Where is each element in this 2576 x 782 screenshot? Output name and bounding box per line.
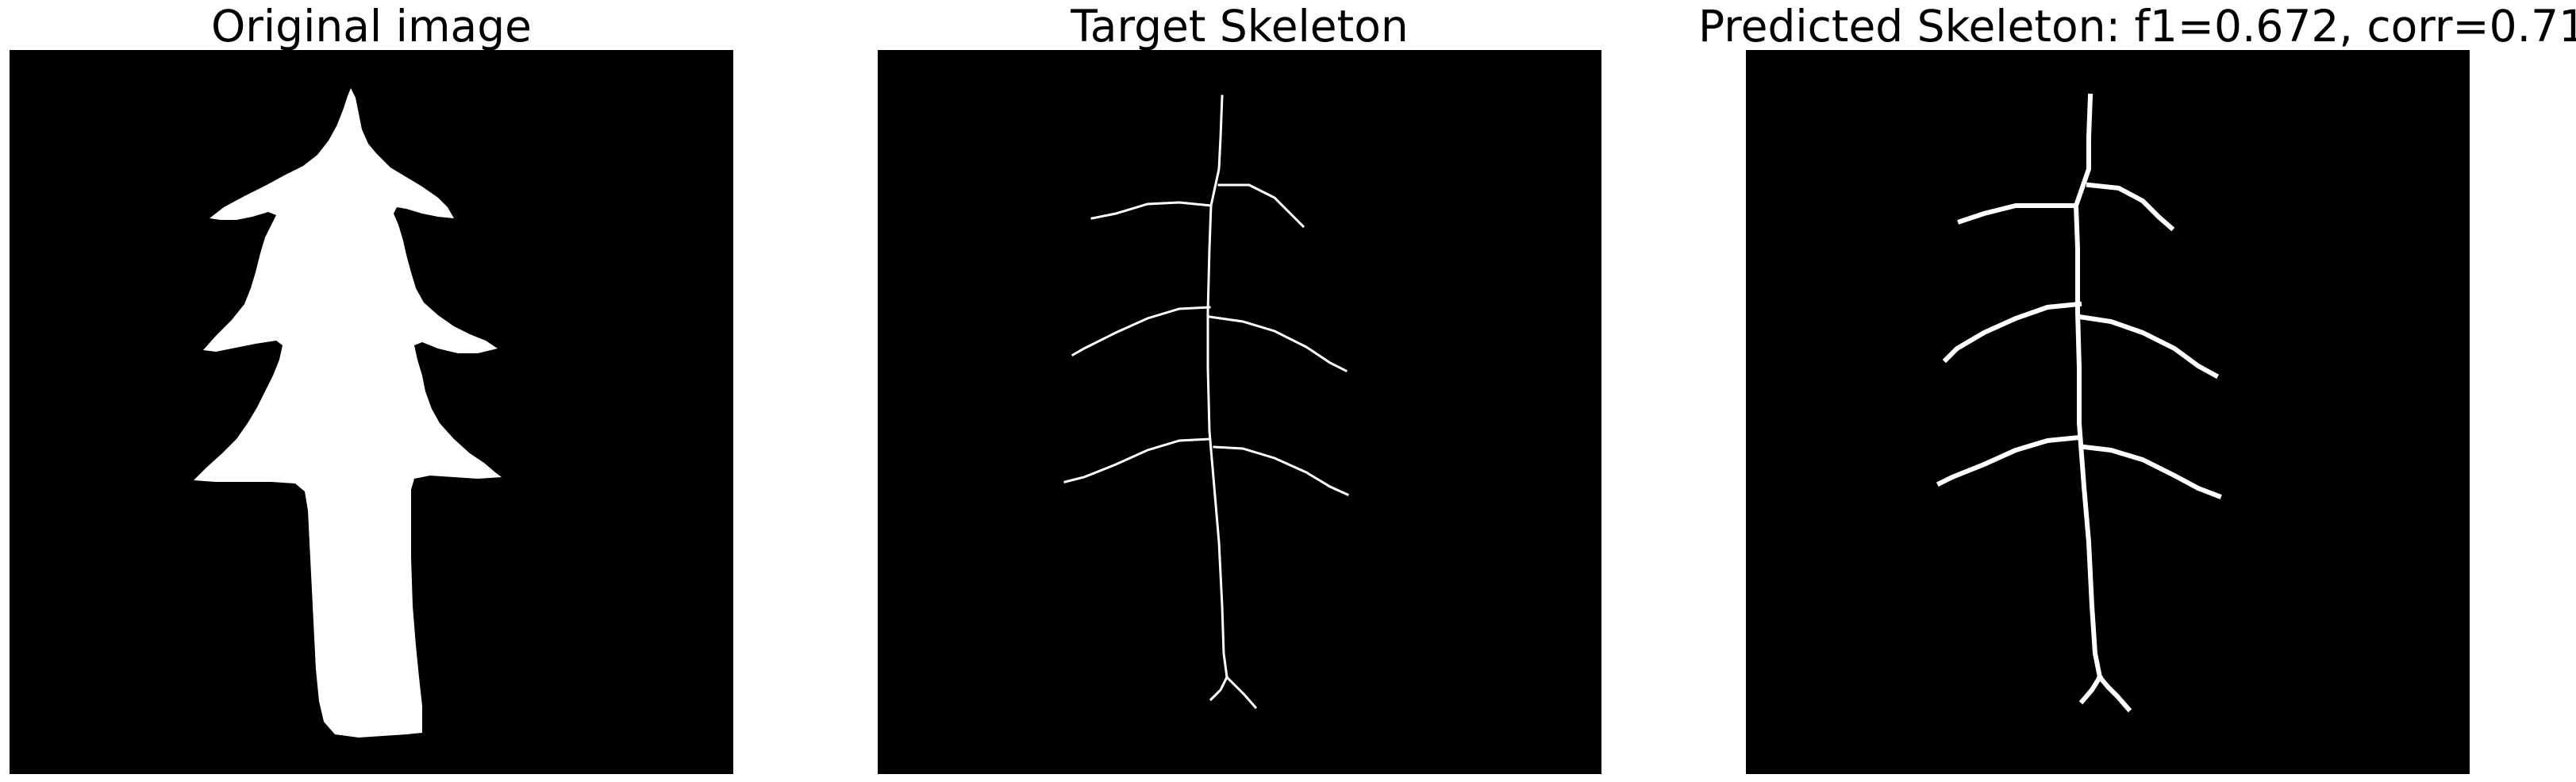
panel-target: Target Skeleton bbox=[878, 0, 1601, 782]
target-skeleton bbox=[1063, 94, 1349, 710]
target-skeleton-image bbox=[878, 50, 1601, 774]
panel-title-original: Original image bbox=[210, 1, 532, 52]
panel-original: Original image bbox=[10, 0, 733, 782]
tree-silhouette bbox=[194, 88, 502, 738]
predicted-skeleton bbox=[1936, 93, 2222, 713]
panel-title-target: Target Skeleton bbox=[1071, 1, 1409, 52]
original-image bbox=[10, 50, 733, 774]
predicted-skeleton-image bbox=[1746, 50, 2470, 774]
panel-predicted: Predicted Skeleton: f1=0.672, corr=0.710 bbox=[1698, 0, 2576, 782]
panel-title-predicted: Predicted Skeleton: f1=0.672, corr=0.710 bbox=[1698, 1, 2576, 52]
